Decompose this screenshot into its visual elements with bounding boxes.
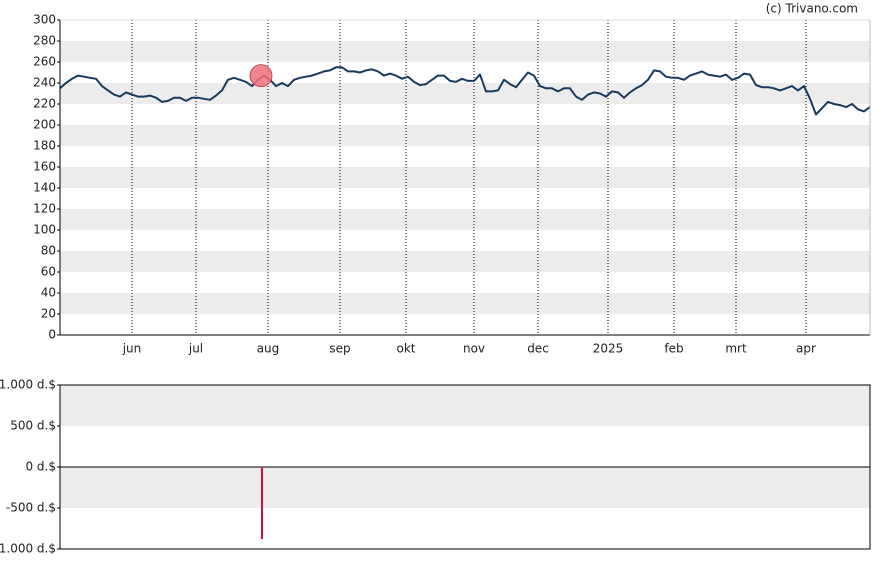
x-tick-label: nov bbox=[463, 342, 485, 356]
y-tick-label: 40 bbox=[41, 286, 56, 300]
x-tick-label: mrt bbox=[725, 342, 747, 356]
x-tick-label: apr bbox=[796, 342, 816, 356]
y-tick-label: 500 d.$ bbox=[10, 419, 56, 433]
y-tick-label: 80 bbox=[41, 244, 56, 258]
x-tick-label: jun bbox=[122, 342, 142, 356]
y-tick-label: 240 bbox=[33, 76, 56, 90]
y-tick-label: -500 d.$ bbox=[6, 501, 56, 515]
grid-band bbox=[60, 83, 870, 104]
y-tick-label: 200 bbox=[33, 118, 56, 132]
x-tick-label: jul bbox=[188, 342, 203, 356]
y-tick-label: 120 bbox=[33, 202, 56, 216]
credit: (c) Trivano.com bbox=[766, 2, 858, 16]
grid-band bbox=[60, 385, 870, 426]
x-tick-label: feb bbox=[664, 342, 683, 356]
y-tick-label: 0 d.$ bbox=[25, 460, 56, 474]
y-tick-label: 220 bbox=[33, 97, 56, 111]
y-tick-label: 140 bbox=[33, 181, 56, 195]
y-tick-label: 100 bbox=[33, 223, 56, 237]
y-tick-label: -1.000 d.$ bbox=[0, 542, 56, 556]
grid-band bbox=[60, 125, 870, 146]
y-tick-label: 180 bbox=[33, 139, 56, 153]
y-tick-label: 0 bbox=[48, 328, 56, 342]
event-marker bbox=[249, 64, 273, 88]
x-tick-label: okt bbox=[397, 342, 416, 356]
y-tick-label: 60 bbox=[41, 265, 56, 279]
x-tick-label: aug bbox=[257, 342, 280, 356]
y-tick-label: 20 bbox=[41, 307, 56, 321]
grid-band bbox=[60, 41, 870, 62]
grid-band bbox=[60, 167, 870, 188]
y-tick-label: 1.000 d.$ bbox=[0, 378, 56, 392]
grid-band bbox=[60, 209, 870, 230]
y-tick-label: 160 bbox=[33, 160, 56, 174]
grid-band bbox=[60, 293, 870, 314]
x-tick-label: 2025 bbox=[593, 342, 624, 356]
y-tick-label: 280 bbox=[33, 34, 56, 48]
y-tick-label: 300 bbox=[33, 13, 56, 27]
grid-band bbox=[60, 251, 870, 272]
price-line bbox=[59, 66, 871, 116]
y-tick-label: 260 bbox=[33, 55, 56, 69]
grid-band bbox=[60, 467, 870, 508]
x-tick-label: sep bbox=[329, 342, 350, 356]
x-tick-label: dec bbox=[527, 342, 549, 356]
